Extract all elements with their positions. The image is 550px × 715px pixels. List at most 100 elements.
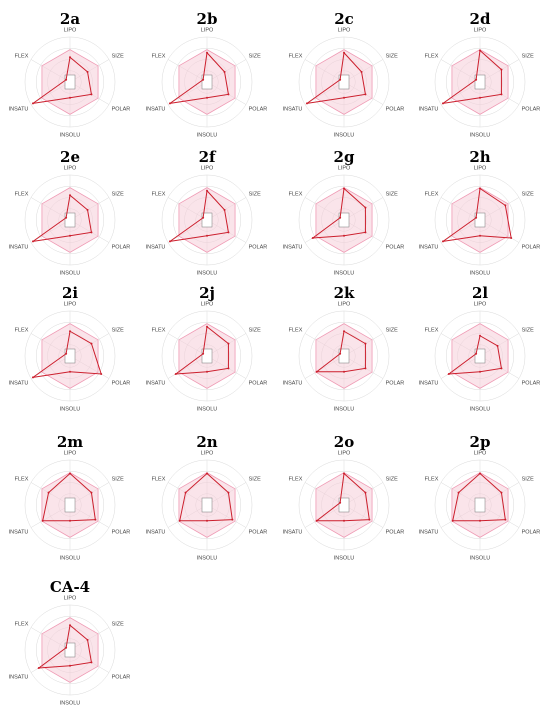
panel-title: 2a (60, 10, 80, 28)
data-point-size (223, 208, 226, 211)
data-point-lipo (69, 330, 71, 333)
inner-core-box (474, 497, 486, 513)
axis-label-polar: POLAR (112, 106, 131, 112)
axis-label-lipo: LIPO (64, 165, 77, 171)
axis-label-polar: POLAR (112, 674, 131, 680)
axis-label-insolu: INSOLU (197, 271, 218, 277)
radar-chart-2c: LIPO SIZE POLAR INSOLU INSATU FLEX 2c (283, 10, 405, 139)
axis-label-size: SIZE (386, 54, 399, 60)
axis-label-insatu: INSATU (9, 244, 29, 250)
axis-label-size: SIZE (249, 192, 262, 198)
axis-label-polar: POLAR (386, 106, 405, 112)
axis-label-polar: POLAR (522, 529, 541, 535)
data-point-lipo (343, 472, 345, 475)
axis-label-insolu: INSOLU (470, 407, 491, 413)
axis-label-insolu: INSOLU (197, 556, 218, 562)
axis-label-polar: POLAR (386, 380, 405, 386)
data-point-size (86, 70, 89, 73)
axis-label-lipo: LIPO (64, 301, 77, 307)
data-point-insolu (69, 234, 71, 237)
axis-label-insolu: INSOLU (470, 556, 491, 562)
data-point-insolu (343, 96, 345, 99)
axis-label-flex: FLEX (152, 477, 166, 483)
data-point-flex (339, 78, 342, 81)
axis-label-flex: FLEX (152, 328, 166, 334)
inner-core-box (201, 348, 213, 364)
data-point-polar (364, 367, 367, 370)
panel-title: 2p (470, 433, 491, 451)
data-point-flex (202, 352, 205, 355)
data-point-size (90, 342, 93, 345)
axis-label-insatu: INSATU (419, 380, 439, 386)
data-point-size (500, 68, 503, 71)
data-point-lipo (479, 334, 481, 337)
data-point-polar (94, 518, 97, 521)
data-point-insatu (41, 519, 44, 522)
data-point-insatu (441, 102, 444, 105)
data-point-lipo (479, 472, 481, 475)
inner-core-box (64, 497, 76, 513)
data-point-size (500, 491, 503, 494)
radar-figure: LIPO SIZE POLAR INSOLU INSATU FLEX 2a LIPO SIZE P… (9, 10, 541, 707)
data-point-lipo (479, 187, 481, 190)
data-point-size (90, 491, 93, 494)
axis-label-lipo: LIPO (338, 165, 351, 171)
inner-core-box (338, 212, 350, 228)
data-point-size (364, 206, 367, 209)
inner-core-box (201, 497, 213, 513)
data-point-lipo (206, 472, 208, 475)
data-point-size (223, 70, 226, 73)
inner-core-box (474, 348, 486, 364)
data-point-insolu (206, 96, 208, 99)
radar-chart-2d: LIPO SIZE POLAR INSOLU INSATU FLEX 2d (419, 10, 541, 139)
panel-title: CA-4 (50, 578, 90, 596)
axis-label-size: SIZE (386, 328, 399, 334)
axis-label-insatu: INSATU (283, 380, 303, 386)
axis-label-flex: FLEX (289, 54, 303, 60)
axis-label-size: SIZE (112, 192, 125, 198)
axis-label-size: SIZE (112, 54, 125, 60)
data-point-polar (227, 367, 230, 370)
axis-label-lipo: LIPO (201, 301, 214, 307)
data-point-insatu (305, 102, 308, 105)
axis-label-size: SIZE (249, 54, 262, 60)
data-point-polar (364, 93, 367, 96)
radar-chart-2a: LIPO SIZE POLAR INSOLU INSATU FLEX 2a (9, 10, 131, 139)
data-point-insolu (479, 234, 481, 237)
radar-chart-2l: LIPO SIZE POLAR INSOLU INSATU FLEX 2l (419, 284, 541, 413)
axis-label-lipo: LIPO (64, 450, 77, 456)
axis-label-insatu: INSATU (419, 529, 439, 535)
axis-label-insolu: INSOLU (470, 271, 491, 277)
axis-label-lipo: LIPO (201, 27, 214, 33)
panel-title: 2m (57, 433, 83, 451)
data-point-size (360, 70, 363, 73)
inner-core-box (201, 212, 213, 228)
data-point-insolu (206, 234, 208, 237)
data-point-insatu (311, 237, 314, 239)
data-point-lipo (69, 194, 71, 197)
panel-title: 2i (62, 284, 78, 302)
data-point-insatu (447, 373, 450, 375)
data-point-polar (500, 367, 503, 370)
axis-label-lipo: LIPO (201, 165, 214, 171)
axis-label-size: SIZE (249, 477, 262, 483)
axis-label-insatu: INSATU (9, 529, 29, 535)
data-point-insatu (31, 376, 34, 379)
data-point-lipo (343, 330, 345, 333)
axis-label-flex: FLEX (152, 54, 166, 60)
axis-label-insolu: INSOLU (470, 133, 491, 139)
data-point-polar (364, 231, 367, 234)
axis-label-flex: FLEX (15, 328, 29, 334)
radar-chart-2j: LIPO SIZE POLAR INSOLU INSATU FLEX 2j (146, 284, 268, 413)
axis-label-insolu: INSOLU (197, 133, 218, 139)
axis-label-insolu: INSOLU (334, 133, 355, 139)
panel-title: 2g (334, 148, 355, 166)
panel-title: 2d (470, 10, 491, 28)
data-point-polar (90, 231, 93, 234)
radar-chart-2b: LIPO SIZE POLAR INSOLU INSATU FLEX 2b (146, 10, 268, 139)
inner-core-box (201, 74, 213, 90)
axis-label-polar: POLAR (386, 529, 405, 535)
axis-label-flex: FLEX (15, 192, 29, 198)
axis-label-size: SIZE (386, 477, 399, 483)
radar-chart-2h: LIPO SIZE POLAR INSOLU INSATU FLEX 2h (419, 148, 541, 277)
